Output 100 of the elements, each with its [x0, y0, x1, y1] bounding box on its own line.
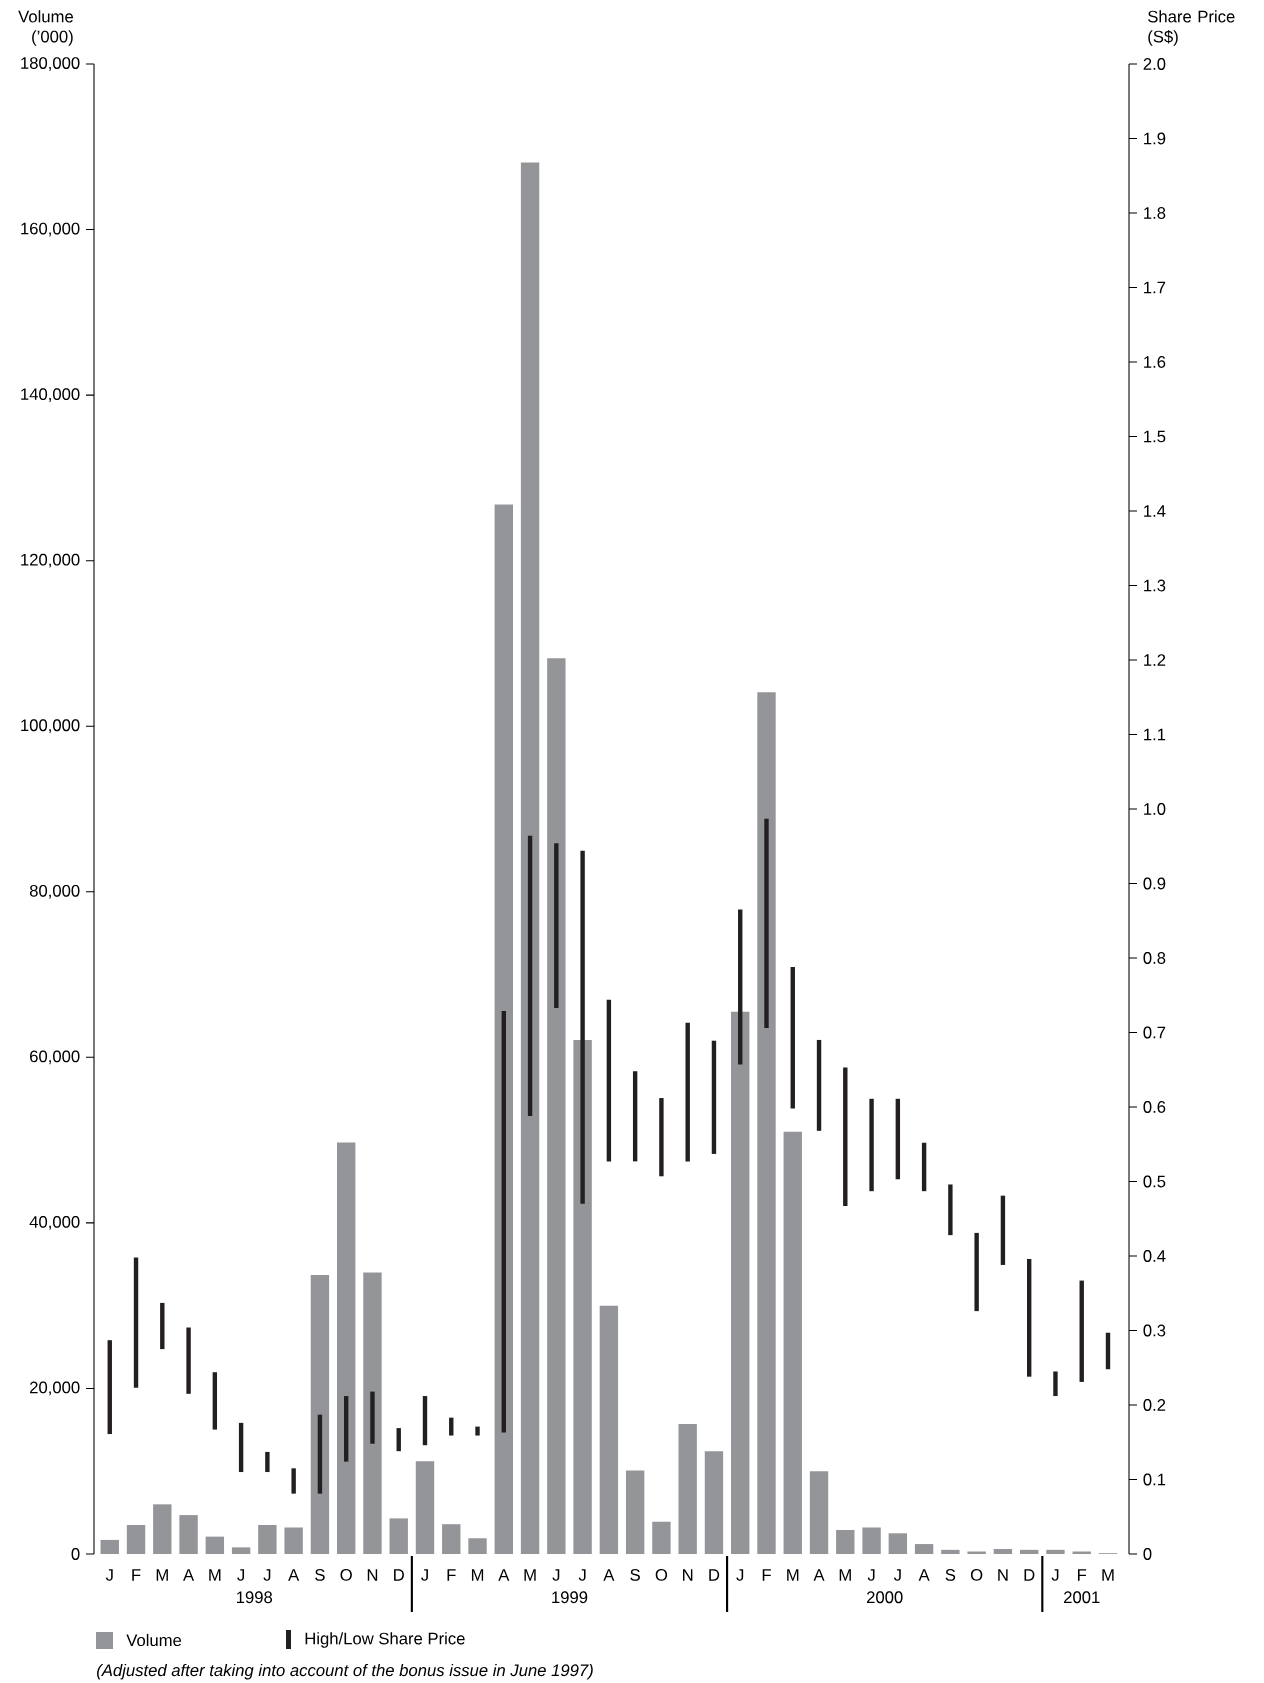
y2-tick-label: 0.2 — [1143, 1399, 1166, 1411]
x-tick-label: A — [498, 1569, 510, 1581]
text: 2001 — [1064, 1591, 1100, 1604]
x-tick-label: N — [683, 1569, 693, 1581]
y-tick-label: 40,000 — [29, 1216, 80, 1230]
bar — [363, 1272, 382, 1554]
text: 1999 — [552, 1591, 588, 1604]
y2-tick-label: 1.3 — [1144, 579, 1166, 592]
x-tick-label: O — [655, 1569, 668, 1581]
x-tick-label: S — [630, 1569, 640, 1581]
bar — [625, 1470, 645, 1554]
bar — [547, 658, 566, 1554]
x-tick-label: S — [945, 1569, 956, 1581]
x-tick-label: J — [1051, 1569, 1059, 1581]
y2-tick-label: 0.7 — [1143, 1026, 1166, 1039]
bar — [941, 1549, 960, 1554]
x-tick-label: N — [367, 1569, 378, 1581]
y-tick-label: 20,000 — [30, 1381, 80, 1396]
bar — [862, 1527, 881, 1554]
bar — [888, 1533, 908, 1554]
bar — [731, 1011, 750, 1554]
y2-tick-label: 0.8 — [1143, 952, 1166, 964]
bar — [573, 1039, 592, 1554]
bar — [284, 1527, 303, 1554]
x-tick-label: A — [603, 1569, 615, 1581]
x-tick-label: M — [839, 1569, 851, 1581]
y-tick-label: 120,000 — [21, 553, 80, 568]
legend-label: Volume — [126, 1633, 182, 1647]
x-tick-label: F — [762, 1569, 771, 1581]
x-tick-label: J — [736, 1569, 744, 1581]
y-axis-title: Volume (’000) — [18, 10, 73, 46]
x-tick-label: O — [340, 1569, 352, 1581]
x-tick-label: J — [552, 1569, 560, 1581]
text: 1998 — [236, 1591, 273, 1604]
bar — [310, 1275, 330, 1554]
bar — [914, 1544, 934, 1554]
y2-tick-label: 2.0 — [1143, 58, 1166, 70]
y2-axis-title: Share Price (S$) — [1148, 10, 1235, 46]
bar — [704, 1451, 724, 1554]
y2-tick-label: 1.4 — [1144, 505, 1166, 517]
x-tick-label: M — [471, 1569, 484, 1581]
x-tick-label: M — [156, 1569, 168, 1581]
bar — [205, 1536, 225, 1554]
y2-tick-label: 1.9 — [1144, 132, 1166, 145]
y2-tick-label: 0.9 — [1143, 877, 1166, 890]
bar — [336, 1142, 356, 1554]
y-tick-label: 140,000 — [21, 388, 80, 403]
bar — [494, 504, 513, 1554]
bar — [100, 1539, 119, 1554]
x-tick-label: N — [998, 1569, 1008, 1581]
y-tick-label: 180,000 — [21, 57, 80, 71]
y-tick-label: 60,000 — [30, 1050, 80, 1065]
y-tick-label: 160,000 — [21, 222, 80, 237]
x-tick-label: M — [1102, 1569, 1114, 1581]
bar — [836, 1529, 855, 1554]
bar — [599, 1305, 619, 1554]
y2-tick-label: 0.3 — [1143, 1324, 1166, 1337]
y-tick-label: 80,000 — [29, 884, 80, 899]
bar — [258, 1525, 277, 1554]
y2-tick-label: 1.6 — [1144, 356, 1166, 368]
bar — [652, 1521, 671, 1554]
x-tick-label: M — [787, 1569, 799, 1581]
x-tick-label: J — [578, 1569, 586, 1581]
y2-tick-label: 1.5 — [1144, 430, 1166, 443]
x-tick-label: D — [1024, 1569, 1035, 1581]
x-tick-label: F — [1077, 1569, 1087, 1581]
x-tick-label: J — [237, 1569, 245, 1581]
x-tick-label: D — [394, 1569, 404, 1581]
bar — [389, 1518, 408, 1554]
bar — [468, 1538, 487, 1554]
x-tick-label: J — [421, 1569, 428, 1581]
x-tick-label: A — [183, 1569, 195, 1581]
x-tick-label: J — [867, 1569, 875, 1581]
y2-tick-label: 1.8 — [1144, 207, 1166, 219]
bar — [442, 1524, 461, 1554]
bar — [993, 1549, 1013, 1554]
y2-tick-label: 0.6 — [1143, 1101, 1166, 1113]
y2-tick-label: 0 — [1143, 1548, 1152, 1560]
bar — [678, 1424, 697, 1554]
y-tick-label: 100,000 — [21, 719, 80, 734]
x-tick-label: J — [263, 1569, 271, 1581]
x-tick-label: M — [524, 1569, 536, 1581]
bar — [757, 692, 776, 1554]
x-tick-label: F — [132, 1569, 141, 1581]
x-tick-label: O — [970, 1569, 983, 1581]
y-tick-label: 0 — [71, 1548, 80, 1560]
bar — [415, 1461, 435, 1554]
y2-tick-label: 1.2 — [1144, 654, 1166, 666]
x-tick-label: M — [209, 1569, 221, 1581]
bar — [520, 162, 540, 1554]
y2-tick-label: 0.1 — [1143, 1473, 1166, 1486]
bar — [231, 1547, 251, 1554]
y2-tick-label: 0.4 — [1143, 1250, 1166, 1262]
bar — [126, 1525, 146, 1554]
x-tick-label: A — [813, 1569, 825, 1581]
bar — [783, 1131, 802, 1554]
legend-label: High/Low Share Price — [305, 1632, 465, 1648]
x-tick-label: A — [288, 1569, 300, 1581]
x-tick-label: A — [918, 1569, 930, 1581]
y2-tick-label: 1.0 — [1144, 803, 1166, 815]
